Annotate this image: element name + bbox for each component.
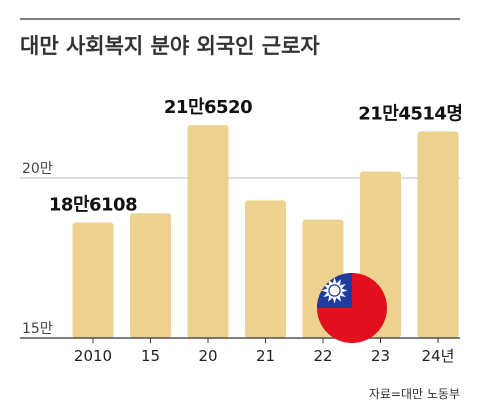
x-tick-label: 22 xyxy=(313,347,332,365)
y-tick-label: 20만 xyxy=(22,161,53,177)
data-label: 21만6520 xyxy=(164,97,252,118)
x-ticks: 2010 15 20 21 22 23 24년 xyxy=(20,337,460,365)
x-tick-label: 20 xyxy=(198,347,217,365)
data-labels: 18만6108 21만6520 21만4514명 xyxy=(49,97,463,215)
bar xyxy=(130,213,171,338)
bar xyxy=(72,222,114,338)
bars xyxy=(72,125,459,338)
data-label: 18만6108 xyxy=(49,194,137,215)
source-note: 자료=대만 노동부 xyxy=(369,387,460,401)
bar xyxy=(245,200,286,338)
x-tick-label: 2010 xyxy=(74,347,112,365)
y-ticks: 15만 20만 xyxy=(22,161,53,337)
taiwan-flag-icon xyxy=(317,273,387,343)
x-tick-label: 15 xyxy=(141,347,160,365)
bar xyxy=(187,125,229,338)
x-tick-label: 24년 xyxy=(422,347,455,365)
data-label: 21만4514명 xyxy=(358,104,462,125)
x-tick-label: 21 xyxy=(256,347,275,365)
chart-title: 대만 사회복지 분야 외국인 근로자 xyxy=(20,34,320,58)
bar xyxy=(417,131,459,338)
y-tick-label: 15만 xyxy=(22,321,53,337)
x-tick-label: 23 xyxy=(371,347,390,365)
